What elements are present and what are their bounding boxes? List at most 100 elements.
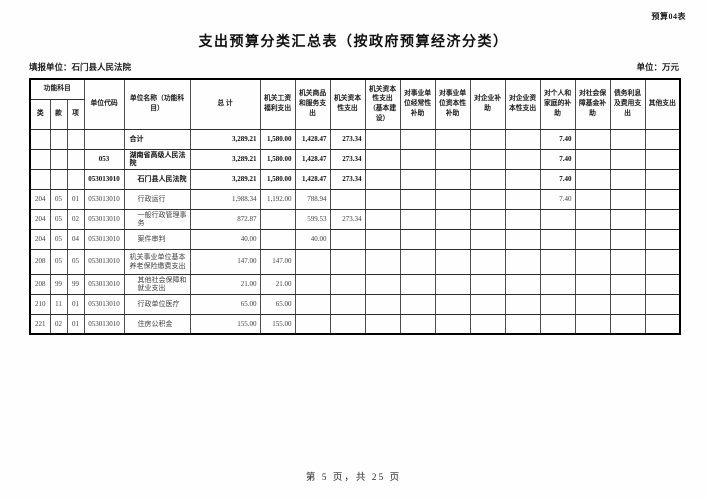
- header-cell-func-group: 功能科目: [29, 78, 85, 100]
- cell-amount: [504, 128, 541, 150]
- header-cell-unit-name: 单位名称（功能科目）: [123, 78, 191, 130]
- cell-amount: 1,428.47: [294, 128, 331, 150]
- cell-section: [49, 148, 68, 170]
- cell-unit-code: 053013010: [83, 208, 125, 230]
- form-number-label: 预算04表: [651, 12, 686, 21]
- header-cell-class: 类: [29, 98, 51, 130]
- header-cell-value-col: 机关商品和服务支出: [294, 78, 331, 130]
- cell-amount: 65.00: [259, 293, 296, 315]
- cell-amount: 21.00: [259, 273, 296, 295]
- cell-amount: [539, 248, 576, 275]
- cell-amount: [399, 148, 436, 170]
- header-cell-value-col: 对个人和家庭的补助: [539, 78, 576, 130]
- cell-unit-name: 案件审判: [123, 228, 191, 250]
- cell-amount: [364, 208, 401, 230]
- cell-amount: [539, 313, 576, 335]
- cell-amount: 1,428.47: [294, 148, 331, 170]
- table-row: 210 11 01 053013010 行政单位医疗 65.00 65.00: [29, 293, 681, 315]
- cell-amount: [294, 273, 331, 295]
- cell-amount: 21.00: [189, 273, 261, 295]
- cell-amount: 7.40: [539, 128, 576, 150]
- cell-amount: [609, 248, 646, 275]
- header-cell-unit-code: 单位代码: [83, 78, 125, 130]
- cell-amount: [574, 208, 611, 230]
- cell-amount: [364, 248, 401, 275]
- cell-amount: 1,580.00: [259, 148, 296, 170]
- cell-amount: [399, 273, 436, 295]
- header-row-2: 类 款 项: [29, 98, 680, 130]
- header-cell-value-col: 对事业单位资本性补助: [434, 78, 471, 130]
- cell-section: 11: [49, 293, 68, 315]
- cell-section: 02: [49, 313, 68, 335]
- cell-amount: [469, 313, 506, 335]
- cell-class: 204: [29, 188, 51, 210]
- cell-amount: 599.53: [294, 208, 331, 230]
- cell-amount: [609, 148, 646, 170]
- cell-amount: [504, 228, 541, 250]
- cell-amount: 147.00: [189, 248, 261, 275]
- cell-unit-name: 住房公积金: [123, 313, 191, 335]
- header-cell-section: 款: [49, 98, 68, 130]
- cell-amount: [609, 293, 646, 315]
- cell-amount: [434, 228, 471, 250]
- cell-class: 208: [29, 273, 51, 295]
- cell-section: 05: [49, 228, 68, 250]
- cell-amount: [644, 313, 681, 335]
- cell-amount: [644, 128, 681, 150]
- cell-amount: [504, 313, 541, 335]
- cell-unit-code: 053013010: [83, 273, 125, 295]
- cell-unit-name: 其他社会保障和就业支出: [123, 273, 191, 295]
- cell-unit-name: 石门县人民法院: [123, 168, 191, 190]
- cell-amount: 3,289.21: [189, 168, 261, 190]
- cell-amount: 1,192.00: [259, 188, 296, 210]
- cell-amount: [399, 293, 436, 315]
- cell-amount: [574, 188, 611, 210]
- cell-item: 01: [66, 188, 85, 210]
- cell-amount: 7.40: [539, 168, 576, 190]
- cell-amount: [294, 293, 331, 315]
- cell-class: [29, 148, 51, 170]
- cell-amount: [364, 293, 401, 315]
- cell-amount: [539, 228, 576, 250]
- cell-amount: 40.00: [189, 228, 261, 250]
- table-row: 204 05 02 053013010 一般行政管理事务 872.87 599.53 273.…: [29, 208, 681, 230]
- cell-amount: [329, 228, 366, 250]
- cell-amount: [644, 248, 681, 275]
- cell-amount: [609, 228, 646, 250]
- cell-amount: 65.00: [189, 293, 261, 315]
- cell-amount: [329, 313, 366, 335]
- cell-amount: [574, 128, 611, 150]
- cell-amount: [609, 208, 646, 230]
- cell-amount: [434, 208, 471, 230]
- cell-amount: [329, 248, 366, 275]
- cell-amount: [504, 248, 541, 275]
- cell-amount: [644, 168, 681, 190]
- cell-unit-code: 053013010: [83, 248, 125, 275]
- cell-section: 05: [49, 208, 68, 230]
- cell-section: [49, 168, 68, 190]
- cell-amount: [609, 313, 646, 335]
- budget-table: 功能科目 单位代码 单位名称（功能科目） 总 计 机关工资福利支出 机关商品和服务…: [29, 78, 682, 335]
- cell-amount: 1,988.34: [189, 188, 261, 210]
- cell-amount: [469, 273, 506, 295]
- header-cell-total: 总 计: [189, 78, 261, 130]
- cell-amount: [434, 293, 471, 315]
- cell-amount: [469, 228, 506, 250]
- cell-amount: [399, 313, 436, 335]
- cell-amount: 7.40: [539, 188, 576, 210]
- table-row: 053013010 石门县人民法院 3,289.21 1,580.00 1,428.47…: [29, 168, 681, 190]
- cell-amount: [609, 128, 646, 150]
- cell-amount: [644, 148, 681, 170]
- cell-amount: [434, 273, 471, 295]
- cell-item: 01: [66, 313, 85, 335]
- cell-amount: [364, 168, 401, 190]
- cell-amount: [294, 248, 331, 275]
- cell-item: 99: [66, 273, 85, 295]
- cell-amount: [364, 273, 401, 295]
- cell-class: [29, 128, 51, 150]
- cell-class: 208: [29, 248, 51, 275]
- cell-amount: [574, 248, 611, 275]
- cell-unit-name: 一般行政管理事务: [123, 208, 191, 230]
- cell-unit-code: [83, 128, 125, 150]
- table-row: 208 99 99 053013010 其他社会保障和就业支出 21.00 21.00: [29, 273, 681, 295]
